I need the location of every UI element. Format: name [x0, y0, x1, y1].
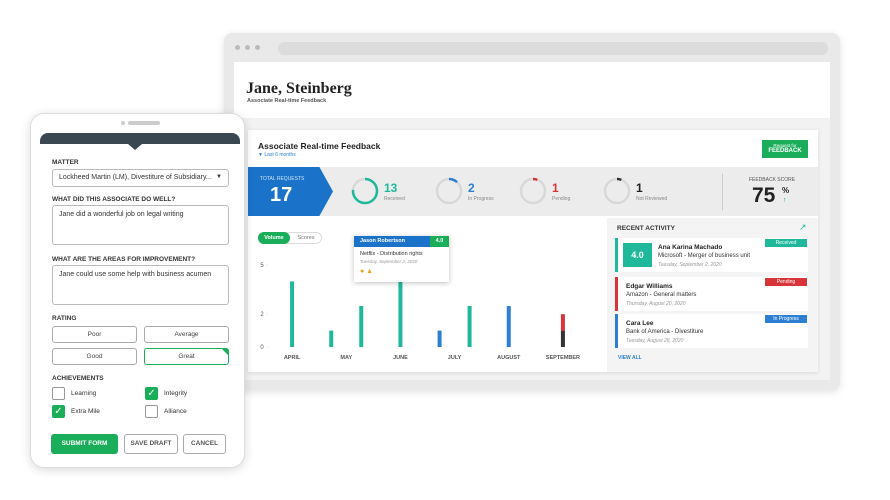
button-text: Request for [773, 143, 797, 148]
stats-band [248, 167, 818, 216]
check-mark: ✓ [54, 406, 63, 417]
associate-name: Jane, Steinberg [246, 80, 352, 97]
tooltip-date: Tuesday, September 2, 2020 [360, 259, 418, 264]
checkbox[interactable]: ✓ [52, 405, 65, 418]
form-header-bar [40, 133, 240, 144]
button-text: FEEDBACK [768, 148, 802, 154]
divider [722, 174, 723, 210]
activity-matter: Microsoft - Merger of business unit [658, 253, 751, 259]
window-dot [245, 45, 250, 50]
checkbox-label: Extra Mile [71, 408, 100, 415]
field-label: RATING [52, 315, 77, 322]
tooltip-icons: ● ▲ [360, 268, 374, 275]
activity-title: RECENT ACTIVITY [617, 225, 675, 232]
select-caret: ▼ [216, 174, 222, 180]
card-title: Associate Real-time Feedback [258, 141, 381, 151]
rating-option[interactable]: Good [52, 348, 137, 365]
status-badge: Received [765, 239, 807, 247]
header-subtitle: Associate Real-time Feedback [247, 98, 327, 104]
field-label: WHAT DID THIS ASSOCIATE DO WELL? [52, 196, 176, 203]
submit-button[interactable]: SUBMIT FORM [51, 434, 118, 454]
rating-option[interactable]: Great [144, 348, 229, 365]
tab-scores[interactable]: Scores [297, 235, 315, 241]
activity-item[interactable]: Edgar Williams Amazon - General matters … [615, 277, 808, 311]
expand-icon[interactable]: ↗ [799, 222, 807, 232]
checkbox[interactable]: ✓ [145, 387, 158, 400]
score-unit: % [782, 186, 790, 195]
activity-date: Thursday, August 20, 2020 [626, 301, 686, 307]
checkbox-label: Learning [71, 390, 97, 397]
page-header [234, 62, 830, 118]
window-dot [255, 45, 260, 50]
status-badge: Pending [765, 278, 807, 286]
field-label: ACHIEVEMENTS [52, 375, 104, 382]
activity-date: Tuesday, September 2, 2020 [658, 262, 722, 268]
activity-name: Edgar Williams [626, 283, 673, 290]
select-value: Lockheed Martin (LM), Divestiture of Sub… [59, 174, 212, 181]
tooltip-header [354, 236, 449, 247]
matter-select[interactable]: Lockheed Martin (LM), Divestiture of Sub… [52, 169, 229, 187]
checkbox-label: Integrity [164, 390, 188, 397]
tab-volume[interactable]: Volume [258, 232, 290, 244]
improve-textarea[interactable]: Jane could use some help with business a… [52, 265, 229, 305]
selected-corner [222, 349, 228, 355]
total-value: 17 [270, 184, 293, 206]
tooltip-name: Jason Robertson [360, 238, 405, 244]
activity-item[interactable]: 4.0 Ana Karina Machado Microsoft - Merge… [615, 238, 808, 272]
tooltip-matter: Netflix - Distribution rights [360, 251, 423, 257]
trend-arrow: ↑ [783, 197, 787, 204]
phone-speaker [128, 121, 160, 125]
cancel-button[interactable]: CANCEL [183, 434, 226, 454]
checkbox-label: Alliance [164, 408, 187, 415]
tooltip-score: 4.0 [430, 236, 449, 247]
save-draft-button[interactable]: SAVE DRAFT [124, 434, 178, 454]
view-all-link[interactable]: VIEW ALL [618, 355, 642, 361]
activity-name: Cara Lee [626, 320, 654, 327]
rating-option[interactable]: Average [144, 326, 229, 343]
period-filter[interactable]: ▼ Last 6 months [258, 152, 296, 158]
phone-camera [121, 121, 125, 125]
window-dot [235, 45, 240, 50]
total-requests-panel [248, 167, 333, 216]
request-feedback-button[interactable]: Request for FEEDBACK [762, 140, 808, 158]
score-value: 75 [752, 184, 776, 207]
activity-matter: Bank of America - Divestiture [626, 329, 704, 335]
field-label: MATTER [52, 159, 79, 166]
period-text: Last 6 months [264, 152, 296, 158]
well-textarea[interactable]: Jane did a wonderful job on legal writin… [52, 205, 229, 245]
score-label: FEEDBACK SCORE [748, 177, 796, 183]
check-mark: ✓ [147, 388, 156, 399]
header-notch [128, 144, 142, 150]
total-label: TOTAL REQUESTS [260, 176, 305, 182]
status-badge: In Progress [765, 315, 807, 323]
activity-matter: Amazon - General matters [626, 292, 697, 298]
field-label: WHAT ARE THE AREAS FOR IMPROVEMENT? [52, 256, 196, 263]
activity-name: Ana Karina Machado [658, 244, 723, 251]
activity-item[interactable]: Cara Lee Bank of America - Divestiture T… [615, 314, 808, 348]
checkbox[interactable] [145, 405, 158, 418]
tooltip: Jason Robertson 4.0 Netflix - Distributi… [354, 236, 449, 282]
address-bar [278, 42, 828, 55]
checkbox[interactable] [52, 387, 65, 400]
activity-score: 4.0 [623, 243, 652, 267]
rating-option[interactable]: Poor [52, 326, 137, 343]
activity-date: Tuesday, August 28, 2020 [626, 338, 684, 344]
